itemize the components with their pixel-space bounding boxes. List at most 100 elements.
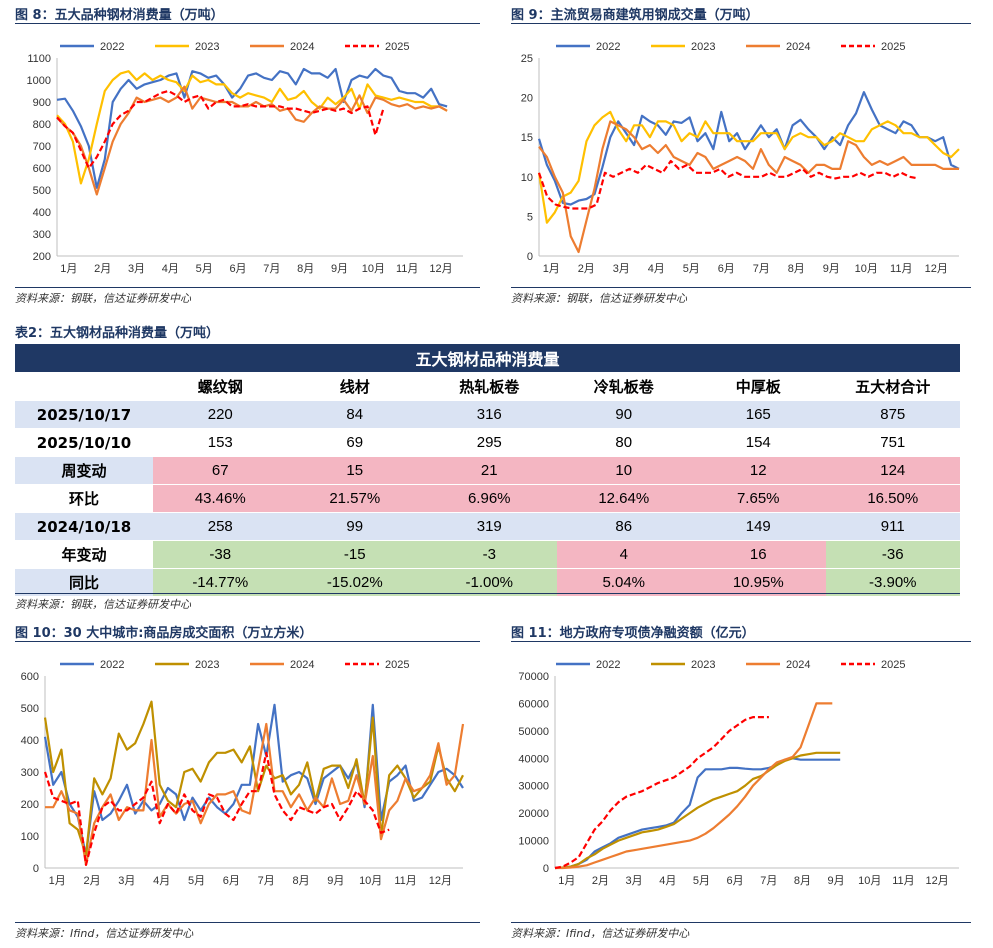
x-tick-label: 12月: [925, 875, 948, 887]
table2-cell: -3: [422, 540, 557, 569]
table2-row-label: 2025/10/10: [15, 428, 153, 457]
x-tick-label: 5月: [196, 263, 213, 275]
legend-label-2024: 2024: [290, 41, 314, 53]
table2-header-row: 螺纹钢 线材 热轧板卷 冷轧板卷 中厚板 五大材合计: [15, 372, 960, 401]
table2-row-label: 2025/10/17: [15, 400, 153, 429]
y-tick-label: 200: [33, 251, 51, 263]
table2-row-label: 同比: [15, 568, 153, 597]
x-tick-label: 5月: [188, 875, 205, 887]
table2-cell: 80: [556, 428, 691, 457]
x-tick-label: 7月: [760, 875, 777, 887]
series-line-2024: [56, 85, 448, 196]
legend-label-2024: 2024: [786, 41, 810, 53]
table2-row-label: 周变动: [15, 456, 153, 485]
legend: 2022 2023 2024 2025: [556, 41, 905, 53]
table2-col-header: 热轧板卷: [422, 372, 557, 401]
table2-cell: -3.90%: [825, 568, 960, 597]
fig11-chart: 2022 2023 2024 2025 0 10000 20000 30000 40000 500…: [518, 659, 959, 887]
fig9-title-rule: [511, 23, 971, 24]
legend: 2022 2023 2024 2025: [60, 41, 409, 53]
legend-label-2023: 2023: [691, 41, 715, 53]
x-tick-label: 3月: [613, 263, 630, 275]
table2-cell: 69: [287, 428, 422, 457]
legend-label-2022: 2022: [596, 659, 620, 671]
x-tick-label: 6月: [727, 875, 744, 887]
x-tick-label: 1月: [543, 263, 560, 275]
table2-cell: -15: [287, 540, 422, 569]
series-line-2024: [555, 702, 833, 870]
table2-row: 同比 -14.77% -15.02% -1.00% 5.04% 10.95% -3.90%: [15, 568, 960, 597]
y-tick-label: 200: [21, 799, 39, 811]
y-tick-label: 400: [33, 207, 51, 219]
table2-row: 环比 43.46% 21.57% 6.96% 12.64% 7.65% 16.50%: [15, 484, 960, 513]
table2-cell: 751: [825, 428, 960, 457]
x-tick-label: 9月: [828, 875, 845, 887]
table2-banner: 五大钢材品种消费量: [15, 344, 960, 373]
table2-col-header: 冷轧板卷: [556, 372, 691, 401]
y-tick-label: 40000: [518, 753, 549, 765]
x-tick-label: 8月: [292, 875, 309, 887]
y-tick-label: 600: [21, 671, 39, 683]
fig9-source: 资料来源：钢联，信达证券研发中心: [511, 292, 687, 305]
table2-cell: 21.57%: [287, 484, 422, 513]
y-tick-label: 800: [33, 119, 51, 131]
fig10-title: 图 10：30 大中城市:商品房成交面积（万立方米）: [15, 626, 313, 641]
series-line-2022: [537, 90, 960, 206]
y-tick-label: 1000: [27, 75, 51, 87]
y-tick-label: 10: [521, 172, 533, 184]
legend-label-2025: 2025: [385, 659, 409, 671]
table2-cell: 295: [422, 428, 557, 457]
table2-row-label: 年变动: [15, 540, 153, 569]
x-tick-label: 8月: [297, 263, 314, 275]
legend-label-2025: 2025: [881, 659, 905, 671]
x-tick-label: 4月: [162, 263, 179, 275]
table2-cell: -15.02%: [287, 568, 422, 597]
legend-label-2024: 2024: [786, 659, 810, 671]
x-tick-label: 9月: [327, 875, 344, 887]
series-line-2025: [43, 751, 390, 866]
x-tick-label: 3月: [118, 875, 135, 887]
table2-cell: 99: [287, 512, 422, 541]
table2-cell: 258: [153, 512, 288, 541]
fig8-chart: 2022 2023 2024 2025 200 300 400 500 600 700 800 900…: [27, 41, 463, 275]
table2-cell: 165: [691, 400, 826, 429]
x-tick-label: 11月: [890, 263, 912, 275]
y-tick-label: 0: [527, 251, 533, 263]
table2-cell: 12.64%: [556, 484, 691, 513]
y-tick-label: 500: [33, 185, 51, 197]
table2-col-header: 五大材合计: [825, 372, 960, 401]
x-tick-label: 5月: [693, 875, 710, 887]
y-tick-label: 700: [33, 141, 51, 153]
fig10-source: 资料来源：Ifind，信达证券研发中心: [15, 927, 194, 940]
x-tick-label: 9月: [823, 263, 840, 275]
fig10-chart: 2022 2023 2024 2025 0 100 200 300 400 500 600 1月 2月 3…: [21, 659, 465, 887]
x-tick-label: 11月: [892, 875, 914, 887]
table2-col-header: 螺纹钢: [153, 372, 288, 401]
legend-label-2022: 2022: [100, 41, 124, 53]
x-tick-label: 10月: [362, 263, 385, 275]
legend-label-2023: 2023: [195, 41, 219, 53]
fig8-title-rule: [15, 23, 480, 24]
series-line-2025: [554, 715, 769, 870]
legend-label-2025: 2025: [385, 41, 409, 53]
table2-cell: 220: [153, 400, 288, 429]
table2-cell: 12: [691, 456, 826, 485]
x-tick-label: 7月: [263, 263, 280, 275]
series-line-2024: [45, 722, 465, 866]
x-tick-label: 8月: [794, 875, 811, 887]
legend: 2022 2023 2024 2025: [60, 659, 409, 671]
legend-label-2023: 2023: [691, 659, 715, 671]
series-line-2025: [56, 89, 385, 170]
x-tick-label: 10月: [855, 263, 878, 275]
x-tick-label: 2月: [578, 263, 595, 275]
y-tick-label: 30000: [518, 781, 549, 793]
table2-row: 2025/10/10 153 69 295 80 154 751: [15, 428, 960, 457]
fig8-source: 资料来源：钢联，信达证券研发中心: [15, 292, 191, 305]
series-line-2022: [43, 703, 464, 857]
x-tick-label: 4月: [648, 263, 665, 275]
legend-label-2023: 2023: [195, 659, 219, 671]
y-tick-label: 70000: [518, 671, 549, 683]
legend-label-2025: 2025: [881, 41, 905, 53]
x-tick-label: 11月: [394, 875, 416, 887]
series-line-2023: [56, 70, 448, 185]
